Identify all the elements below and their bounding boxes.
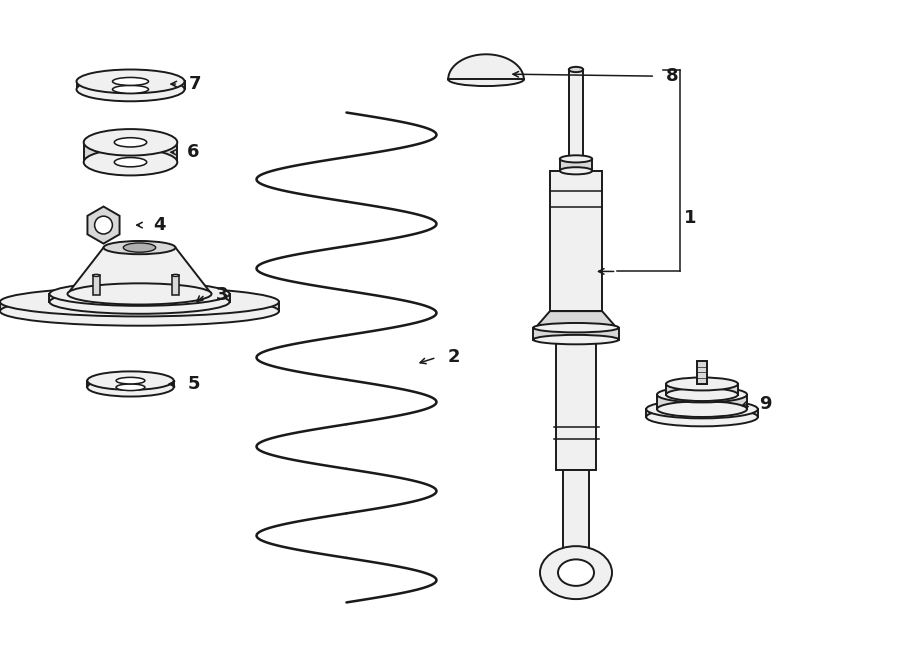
Ellipse shape — [68, 283, 211, 305]
Polygon shape — [540, 553, 612, 573]
Ellipse shape — [0, 297, 279, 326]
Ellipse shape — [114, 138, 147, 147]
Ellipse shape — [533, 323, 619, 332]
Text: 3: 3 — [216, 285, 229, 304]
Ellipse shape — [666, 388, 738, 401]
Ellipse shape — [76, 77, 184, 101]
Ellipse shape — [569, 67, 583, 72]
Ellipse shape — [76, 70, 184, 93]
Ellipse shape — [560, 156, 592, 162]
Polygon shape — [666, 384, 738, 395]
Polygon shape — [68, 248, 211, 294]
Ellipse shape — [646, 408, 758, 426]
Ellipse shape — [87, 371, 174, 390]
Ellipse shape — [646, 400, 758, 418]
Text: 7: 7 — [189, 75, 202, 93]
Polygon shape — [93, 275, 100, 295]
Ellipse shape — [560, 167, 592, 174]
Ellipse shape — [104, 241, 176, 254]
Ellipse shape — [112, 77, 148, 85]
Polygon shape — [697, 361, 707, 384]
Polygon shape — [563, 470, 589, 553]
Polygon shape — [560, 159, 592, 171]
Polygon shape — [172, 275, 179, 295]
Text: 1: 1 — [684, 209, 697, 228]
Polygon shape — [569, 70, 583, 159]
Polygon shape — [87, 381, 174, 387]
Ellipse shape — [84, 149, 177, 175]
Circle shape — [558, 559, 594, 586]
Ellipse shape — [533, 335, 619, 344]
Polygon shape — [556, 340, 596, 470]
Ellipse shape — [112, 85, 148, 93]
Polygon shape — [536, 311, 617, 328]
Ellipse shape — [50, 282, 230, 306]
Polygon shape — [50, 294, 230, 302]
Ellipse shape — [0, 287, 279, 316]
Ellipse shape — [116, 377, 145, 384]
Polygon shape — [76, 81, 184, 89]
Ellipse shape — [657, 387, 747, 402]
Ellipse shape — [123, 243, 156, 252]
Ellipse shape — [94, 216, 112, 234]
Text: 4: 4 — [153, 216, 166, 234]
Polygon shape — [550, 171, 602, 311]
Ellipse shape — [84, 129, 177, 156]
Ellipse shape — [116, 384, 145, 391]
Polygon shape — [646, 409, 758, 417]
Ellipse shape — [50, 290, 230, 314]
Text: 6: 6 — [187, 143, 200, 162]
Circle shape — [540, 546, 612, 599]
Ellipse shape — [666, 377, 738, 391]
Polygon shape — [0, 302, 279, 311]
Text: 2: 2 — [447, 348, 460, 367]
Text: 9: 9 — [759, 395, 771, 413]
Text: 8: 8 — [666, 67, 679, 85]
Ellipse shape — [657, 401, 747, 417]
Ellipse shape — [93, 274, 100, 277]
Ellipse shape — [114, 158, 147, 167]
Ellipse shape — [448, 73, 524, 86]
Polygon shape — [533, 328, 619, 340]
Text: 5: 5 — [187, 375, 200, 393]
Ellipse shape — [87, 378, 174, 397]
Ellipse shape — [172, 274, 179, 277]
Polygon shape — [657, 395, 747, 409]
Polygon shape — [84, 142, 177, 162]
Polygon shape — [87, 207, 120, 244]
